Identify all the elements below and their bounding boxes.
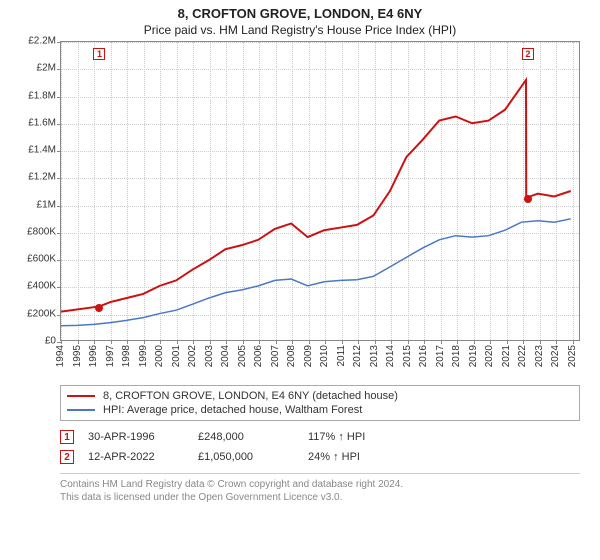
plot-region: 12: [60, 41, 580, 341]
legend-item: HPI: Average price, detached house, Walt…: [67, 403, 573, 417]
event-marker: 1: [60, 430, 74, 444]
x-axis-label: 2012: [352, 345, 363, 367]
legend-swatch: [67, 395, 95, 397]
x-axis-label: 2001: [171, 345, 182, 367]
marker-box-1: 1: [93, 48, 105, 60]
marker-box-2: 2: [522, 48, 534, 60]
x-axis-label: 1995: [72, 345, 83, 367]
event-row: 1 30-APR-1996£248,000117% ↑ HPI: [60, 427, 580, 447]
x-axis-label: 2008: [286, 345, 297, 367]
x-axis-label: 2007: [270, 345, 281, 367]
x-axis-label: 2024: [550, 345, 561, 367]
x-axis-label: 2011: [336, 345, 347, 367]
x-axis-label: 1999: [138, 345, 149, 367]
y-axis-label: £800K: [27, 226, 56, 237]
x-axis-label: 2017: [435, 345, 446, 367]
legend-swatch: [67, 409, 95, 411]
credit-line-1: Contains HM Land Registry data © Crown c…: [60, 478, 580, 491]
y-axis-label: £1.4M: [28, 145, 56, 156]
credit-line-2: This data is licensed under the Open Gov…: [60, 491, 580, 504]
x-axis-label: 2000: [154, 345, 165, 367]
y-axis-label: £1M: [37, 199, 56, 210]
x-axis-label: 2021: [501, 345, 512, 367]
credits: Contains HM Land Registry data © Crown c…: [60, 473, 580, 504]
event-row: 2 12-APR-2022£1,050,00024% ↑ HPI: [60, 447, 580, 467]
x-axis-label: 2003: [204, 345, 215, 367]
y-axis-label: £2.2M: [28, 36, 56, 47]
event-marker: 2: [60, 450, 74, 464]
x-axis-label: 2025: [567, 345, 578, 367]
y-axis-label: £200K: [27, 308, 56, 319]
y-axis-label: £1.6M: [28, 117, 56, 128]
x-axis-label: 2015: [402, 345, 413, 367]
legend-label: 8, CROFTON GROVE, LONDON, E4 6NY (detach…: [103, 390, 398, 402]
x-axis-label: 1998: [121, 345, 132, 367]
chart-subtitle: Price paid vs. HM Land Registry's House …: [10, 23, 590, 37]
x-axis-label: 2013: [369, 345, 380, 367]
y-axis-label: £1.8M: [28, 90, 56, 101]
x-axis-label: 2019: [468, 345, 479, 367]
x-axis-label: 2014: [385, 345, 396, 367]
marker-dot-2: [524, 195, 532, 203]
x-axis-label: 2006: [253, 345, 264, 367]
event-date: 30-APR-1996: [88, 431, 198, 443]
x-axis-label: 2005: [237, 345, 248, 367]
x-axis-label: 1997: [105, 345, 116, 367]
y-axis-label: £1.2M: [28, 172, 56, 183]
legend-item: 8, CROFTON GROVE, LONDON, E4 6NY (detach…: [67, 389, 573, 403]
x-axis-label: 1996: [88, 345, 99, 367]
y-axis-label: £2M: [37, 63, 56, 74]
event-pct: 117% ↑ HPI: [308, 431, 398, 443]
marker-dot-1: [95, 304, 103, 312]
x-axis-label: 2018: [451, 345, 462, 367]
x-axis-label: 2023: [534, 345, 545, 367]
legend: 8, CROFTON GROVE, LONDON, E4 6NY (detach…: [60, 385, 580, 421]
legend-label: HPI: Average price, detached house, Walt…: [103, 404, 362, 416]
x-axis-label: 2010: [319, 345, 330, 367]
x-axis-label: 2002: [187, 345, 198, 367]
event-price: £1,050,000: [198, 451, 308, 463]
event-pct: 24% ↑ HPI: [308, 451, 398, 463]
event-price: £248,000: [198, 431, 308, 443]
y-axis-label: £400K: [27, 281, 56, 292]
chart-area: £0£200K£400K£600K£800K£1M£1.2M£1.4M£1.6M…: [20, 41, 580, 381]
x-axis-label: 1994: [55, 345, 66, 367]
x-axis-label: 2022: [517, 345, 528, 367]
series-price_paid: [61, 80, 571, 312]
series-hpi: [61, 219, 571, 326]
event-date: 12-APR-2022: [88, 451, 198, 463]
x-axis-label: 2004: [220, 345, 231, 367]
x-axis-label: 2016: [418, 345, 429, 367]
event-table: 1 30-APR-1996£248,000117% ↑ HPI 2 12-APR-20…: [60, 427, 580, 467]
chart-title: 8, CROFTON GROVE, LONDON, E4 6NY: [10, 6, 590, 21]
x-axis-label: 2009: [303, 345, 314, 367]
x-axis-label: 2020: [484, 345, 495, 367]
y-axis-label: £600K: [27, 254, 56, 265]
